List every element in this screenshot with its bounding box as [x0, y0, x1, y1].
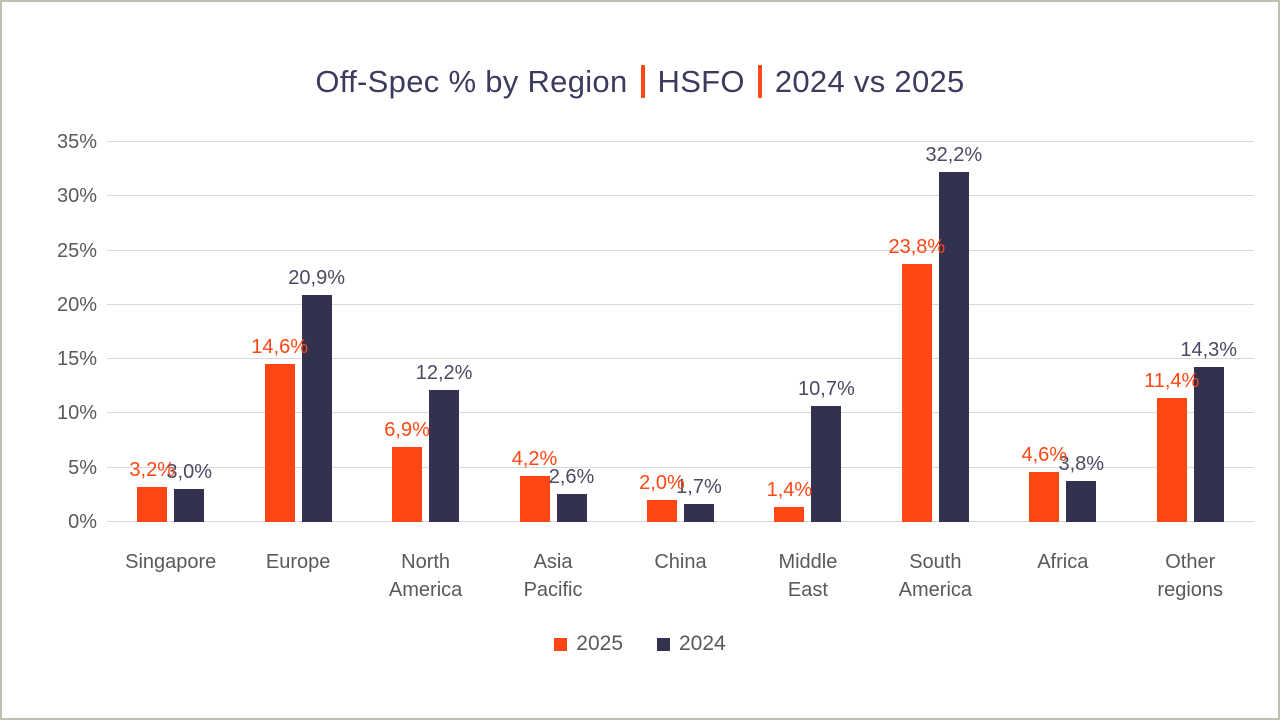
bar-2024: 3,0%: [166, 461, 212, 522]
x-tick-label: North America: [388, 551, 463, 601]
legend-swatch-icon: [657, 637, 670, 651]
bar-group: 14,6% 20,9%: [234, 142, 361, 522]
gridline: [107, 141, 1254, 142]
bar-label-2025: 1,4%: [766, 478, 813, 501]
x-tick-label: Africa: [1037, 551, 1089, 573]
chart-title-segment-3: 2024 vs 2025: [774, 64, 965, 99]
bar-2024: 32,2%: [925, 144, 982, 522]
x-tick-label: Other regions: [1157, 551, 1224, 601]
y-tick-label: 10%: [56, 402, 97, 425]
y-tick-label: 5%: [68, 456, 97, 479]
bar-group: 23,8% 32,2%: [872, 142, 999, 522]
gridline: [107, 303, 1254, 305]
gridline: [107, 412, 1254, 414]
bar-label-2024: 12,2%: [415, 361, 473, 384]
bar-2025: 4,6%: [1021, 444, 1067, 522]
y-tick-label: 15%: [56, 348, 97, 371]
chart-title-segment-2: HSFO: [657, 64, 745, 99]
bar-2025: 2,0%: [639, 472, 685, 522]
bar-label-2025: 2,0%: [639, 472, 685, 495]
legend-swatch-icon: [554, 637, 568, 651]
bar-label-2025: 6,9%: [384, 419, 430, 442]
gridline: [107, 249, 1254, 251]
bar-2025: 6,9%: [384, 419, 430, 522]
bar-2024: 12,2%: [416, 362, 472, 522]
bar-label-2025: 3,2%: [129, 459, 176, 482]
x-tick-label: South America: [898, 551, 973, 601]
bar-2025: 23,8%: [888, 236, 945, 522]
bar-2024: 14,3%: [1180, 339, 1237, 522]
bar-label-2024: 2,6%: [548, 465, 595, 488]
gridline: [107, 521, 1254, 522]
legend-label: 2024: [679, 632, 726, 655]
bar-2024: 3,8%: [1058, 453, 1104, 522]
x-axis: Singapore Europe North America Asia Pacific…: [107, 548, 1254, 604]
y-tick-label: 0%: [68, 511, 97, 533]
bar-label-2024: 20,9%: [288, 267, 346, 290]
bar-group: 3,2% 3,0%: [107, 142, 234, 522]
y-tick-label: 35%: [56, 131, 97, 153]
chart-title-segment-1: Off-Spec % by Region: [315, 64, 628, 99]
bar-label-2024: 14,3%: [1180, 338, 1238, 361]
bar-label-2024: 32,2%: [925, 144, 983, 167]
bar-2024: 2,6%: [549, 466, 594, 522]
gridline: [107, 195, 1254, 197]
y-axis: 0% 5% 10% 15% 20% 25% 30% 35%: [2, 131, 97, 533]
bar-label-2025: 11,4%: [1144, 370, 1200, 393]
legend-label: 2025: [576, 632, 623, 655]
y-tick-label: 30%: [56, 185, 97, 208]
bar-label-2025: 14,6%: [251, 335, 309, 358]
bar-label-2024: 10,7%: [798, 377, 855, 400]
gridline: [107, 358, 1254, 360]
plot-area: 3,2% 3,0% 14,6% 20,9% 6,9% 12,2% 4,2% 2,6% 2,0% 1…: [107, 141, 1254, 522]
bar-2025: 11,4%: [1144, 370, 1199, 522]
legend: 2025 2024: [2, 632, 1278, 656]
bar-2024: 20,9%: [288, 267, 345, 522]
x-tick-label: Asia Pacific: [523, 551, 583, 601]
bar-label-2024: 1,7%: [676, 475, 722, 498]
bar-groups: 3,2% 3,0% 14,6% 20,9% 6,9% 12,2% 4,2% 2,6% 2,0% 1…: [107, 142, 1254, 522]
bar-2025: 4,2%: [512, 448, 557, 522]
bar-group: 6,9% 12,2%: [362, 142, 489, 522]
bar-label-2025: 23,8%: [888, 235, 946, 258]
bar-2025: 14,6%: [251, 336, 308, 522]
x-tick-label: China: [654, 551, 707, 573]
x-tick-label: Europe: [265, 551, 331, 573]
bar-label-2025: 4,2%: [511, 448, 558, 471]
bar-label-2024: 3,0%: [166, 461, 213, 484]
title-separator-icon: [640, 65, 645, 99]
y-tick-label: 20%: [56, 293, 97, 316]
bar-2024: 10,7%: [798, 378, 855, 522]
x-tick-label: Middle East: [778, 551, 838, 601]
bar-label-2024: 3,8%: [1058, 452, 1105, 475]
bar-group: 2,0% 1,7%: [617, 142, 744, 522]
y-tick-label: 25%: [56, 239, 97, 262]
legend-item-2024: 2024: [657, 632, 726, 656]
bar-label-2025: 4,6%: [1021, 444, 1068, 467]
bar-group: 11,4% 14,3%: [1127, 142, 1254, 522]
title-separator-icon: [757, 65, 762, 99]
legend-item-2025: 2025: [554, 632, 623, 656]
bar-group: 1,4% 10,7%: [744, 142, 871, 522]
bar-2024: 1,7%: [676, 476, 722, 522]
bar-group: 4,2% 2,6%: [489, 142, 616, 522]
bar-2025: 3,2%: [129, 459, 175, 522]
x-tick-label: Singapore: [125, 551, 217, 573]
gridline: [107, 466, 1254, 468]
chart-title: Off-Spec % by Region HSFO 2024 vs 2025: [2, 62, 1278, 102]
bar-2025: 1,4%: [767, 479, 812, 522]
bar-group: 4,6% 3,8%: [999, 142, 1126, 522]
